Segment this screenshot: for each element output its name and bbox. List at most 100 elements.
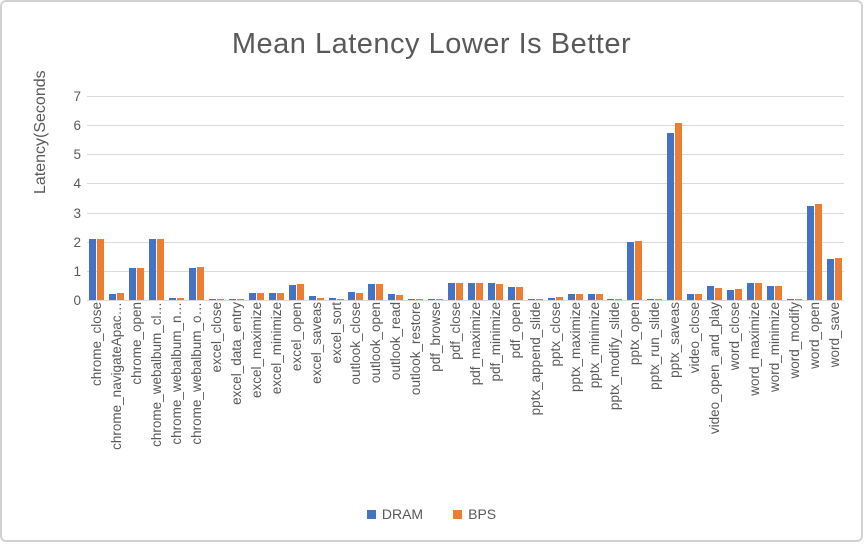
bar-dram: [388, 293, 396, 300]
bar-dram: [228, 299, 236, 300]
category-slot: [147, 96, 167, 300]
bar-dram: [268, 293, 276, 300]
bar-bps: [356, 292, 364, 300]
bar-dram: [129, 267, 137, 300]
bar-dram: [726, 289, 734, 300]
gridline: [87, 96, 844, 97]
x-tick-label: outlook_read: [388, 302, 404, 381]
bar-dram: [647, 298, 655, 300]
bar-bps: [316, 297, 324, 300]
bar-dram: [149, 239, 157, 300]
category-slot: [127, 96, 147, 300]
bar-dram: [408, 299, 416, 300]
category-slot: [286, 96, 306, 300]
legend-swatch-icon: [453, 509, 463, 519]
x-tick-label: word_save: [826, 302, 842, 368]
category-slot: [705, 96, 725, 300]
category-slot: [406, 96, 426, 300]
bar-bps: [216, 299, 224, 300]
category-slot: [605, 96, 625, 300]
bar-bps: [615, 299, 623, 300]
bar-dram: [288, 285, 296, 300]
bar-bps: [595, 293, 603, 300]
x-tick-label: pptx_run_slide: [647, 302, 663, 390]
gridline: [87, 183, 844, 185]
category-slot: [366, 96, 386, 300]
x-tick-label: pdf_maximize: [467, 302, 483, 386]
bar-bps: [695, 294, 703, 300]
x-tick-label: word_modify: [786, 302, 802, 379]
x-tick-label: excel_sort: [328, 302, 344, 364]
x-tick-label: pptx_append_slide: [527, 302, 543, 416]
category-slot: [764, 96, 784, 300]
category-slot: [725, 96, 745, 300]
category-slot: [505, 96, 525, 300]
x-tick-label: pptx_modify_slide: [607, 302, 623, 411]
bar-bps: [555, 297, 563, 300]
bar-bps: [117, 293, 125, 300]
bar-dram: [308, 296, 316, 300]
x-tick-label: word_maximize: [746, 302, 762, 396]
bar-bps: [734, 288, 742, 300]
x-axis-labels: chrome_close chrome_navigateApac… chrome_o…: [87, 302, 844, 494]
category-slot: [585, 96, 605, 300]
bar-dram: [627, 241, 635, 300]
bar-bps: [575, 293, 583, 300]
y-tick-label: 2: [73, 234, 81, 250]
bar-dram: [328, 298, 336, 300]
bar-bps: [256, 293, 264, 300]
bar-dram: [587, 293, 595, 300]
bar-dram: [248, 293, 256, 300]
bar-bps: [197, 266, 205, 300]
category-slot: [784, 96, 804, 300]
bar-dram: [89, 239, 97, 300]
bar-bps: [754, 283, 762, 300]
x-tick-label: pdf_open: [507, 302, 523, 359]
category-slot: [744, 96, 764, 300]
category-slot: [167, 96, 187, 300]
category-slot: [525, 96, 545, 300]
bar-bps: [436, 299, 444, 300]
bar-bps: [276, 292, 284, 300]
category-slot: [625, 96, 645, 300]
x-tick-label: word_close: [726, 302, 742, 371]
bar-dram: [567, 293, 575, 300]
x-tick-label: chrome_webalbum_o…: [189, 302, 205, 445]
bar-bps: [794, 299, 802, 300]
bar-dram: [527, 298, 535, 300]
bar-dram: [746, 283, 754, 300]
legend-label: DRAM: [381, 506, 424, 522]
x-tick-label: pdf_browse: [428, 302, 444, 372]
x-tick-label: video_close: [687, 302, 703, 374]
bar-dram: [189, 268, 197, 300]
bar-dram: [826, 259, 834, 300]
x-tick-label: outlook_close: [348, 302, 364, 385]
bar-bps: [515, 287, 523, 300]
bar-dram: [766, 286, 774, 300]
gridline: [87, 300, 844, 301]
y-tick-label: 0: [73, 293, 81, 308]
bar-dram: [786, 299, 794, 300]
y-tick-label: 4: [73, 176, 81, 192]
category-slot: [545, 96, 565, 300]
category-slot: [266, 96, 286, 300]
gridline: [87, 241, 844, 243]
x-tick-label: pdf_close: [448, 302, 464, 360]
y-tick-label: 7: [73, 89, 81, 104]
x-tick-label: chrome_webalbum_n…: [169, 302, 185, 445]
gridline: [87, 270, 844, 272]
category-slot: [87, 96, 107, 300]
bar-dram: [428, 299, 436, 300]
bar-dram: [368, 284, 376, 300]
legend: DRAM BPS: [2, 506, 861, 522]
bar-dram: [806, 205, 814, 300]
bar-dram: [707, 286, 715, 300]
chart-title: Mean Latency Lower Is Better: [231, 28, 632, 60]
bar-dram: [348, 292, 356, 300]
bar-bps: [535, 298, 543, 300]
category-slot: [565, 96, 585, 300]
plot-area: 0 1 2 3 4 5 6 7: [73, 90, 844, 307]
bar-bps: [675, 122, 683, 300]
y-tick-label: 5: [73, 147, 81, 163]
bar-bps: [834, 257, 842, 300]
